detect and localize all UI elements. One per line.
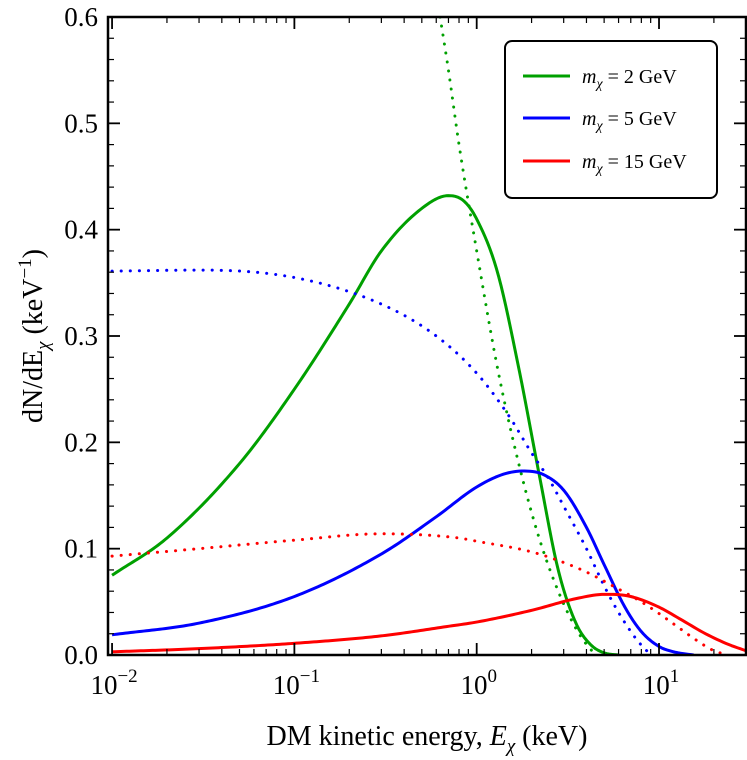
y-tick-label: 0.0 [64, 640, 98, 670]
legend-entry-2gev: mχ = 2 GeV [523, 66, 677, 92]
y-tick-label: 0.3 [64, 321, 98, 351]
legend-entry-5gev: mχ = 5 GeV [523, 108, 677, 134]
legend: mχ = 2 GeV mχ = 5 GeV mχ = 15 GeV [504, 40, 718, 199]
legend-entry-15gev: mχ = 15 GeV [523, 151, 687, 177]
x-tick-labels: 10−2 10−1 100 101 [90, 666, 679, 700]
y-tick-label: 0.6 [64, 2, 98, 32]
legend-box [504, 40, 718, 199]
series-lines [110, 17, 746, 655]
x-tick-label: 101 [643, 666, 680, 700]
x-tick-label: 10−1 [273, 666, 320, 700]
y-tick-label: 0.5 [64, 108, 98, 138]
legend-label-2gev: mχ = 2 GeV [582, 66, 677, 92]
series-dotted-line-3 [110, 268, 653, 655]
series-solid-line-4 [112, 592, 746, 654]
series-dotted-line-1 [438, 17, 598, 655]
y-tick-label: 0.2 [64, 427, 98, 457]
series-dotted-line-5 [110, 532, 730, 655]
legend-label-5gev: mχ = 5 GeV [582, 108, 677, 134]
x-tick-label: 100 [460, 666, 497, 700]
x-tick-label: 10−2 [90, 666, 137, 700]
y-tick-label: 0.1 [64, 534, 98, 564]
series-solid-line-0 [111, 194, 619, 655]
y-tick-labels: 0.0 0.1 0.2 0.3 0.4 0.5 0.6 [64, 2, 98, 670]
y-axis-label: dN/dEχ (keV−1) [15, 249, 54, 423]
legend-label-15gev: mχ = 15 GeV [582, 151, 687, 177]
series-solid-line-2 [111, 469, 694, 655]
y-tick-label: 0.4 [64, 215, 98, 245]
x-axis-label: DM kinetic energy, Eχ (keV) [267, 721, 588, 757]
tick-marks [108, 16, 747, 656]
